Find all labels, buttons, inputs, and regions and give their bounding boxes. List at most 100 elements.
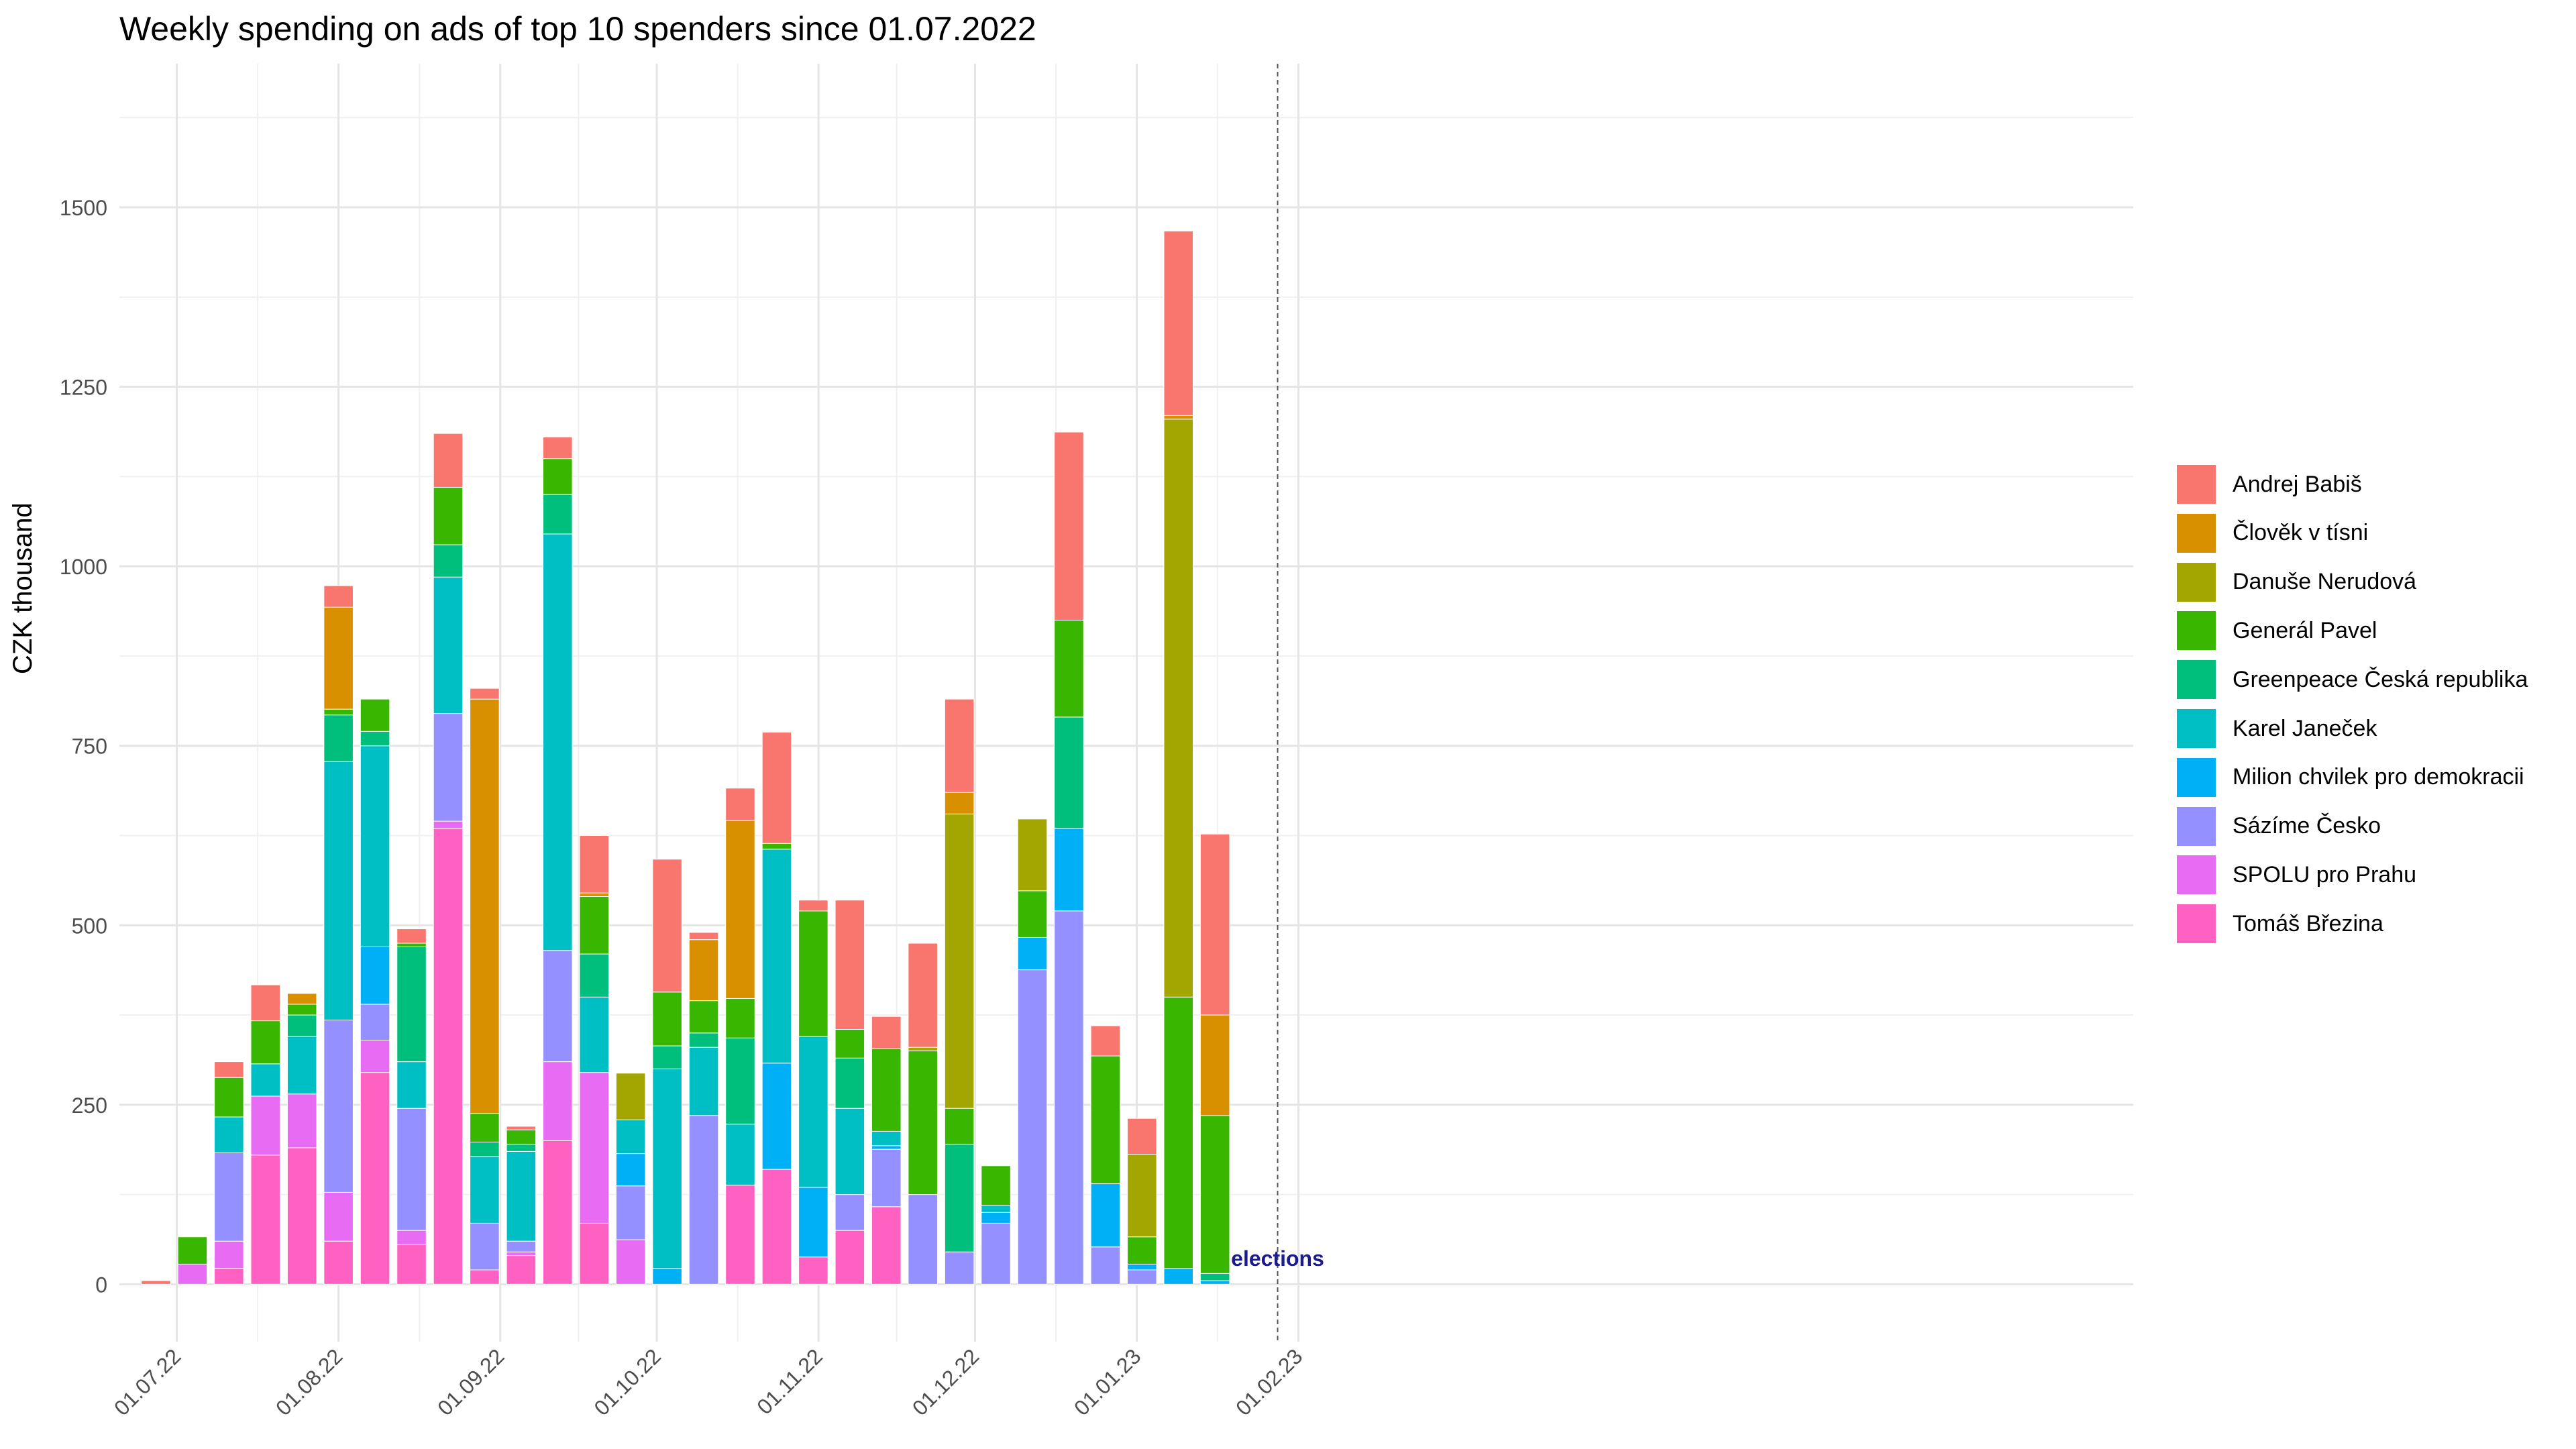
bar-segment-gener-l-pavel (1017, 890, 1048, 938)
legend-label: Generál Pavel (2233, 617, 2377, 643)
bar-segment-andrej-babi- (725, 788, 755, 821)
bar-segment-karel-jane-ek (761, 849, 792, 1064)
bar-segment-andrej-babi- (579, 835, 610, 894)
bar-segment-karel-jane-ek (470, 1156, 500, 1224)
bars-layer (141, 230, 1230, 1285)
bar-segment-s-z-me-esko (214, 1152, 244, 1242)
bar-segment-tom-b-ezina (506, 1255, 537, 1285)
bar-segment-greenpeace-esk-republika (1054, 716, 1084, 829)
bar-segment-gener-l-pavel (1199, 1115, 1230, 1274)
x-tick-label: 01.07.22 (109, 1344, 186, 1420)
bar-segment-milion-chvilek-pro-demokracii (652, 1268, 682, 1285)
bar-segment-s-z-me-esko (470, 1222, 500, 1271)
legend-swatch (2175, 804, 2218, 848)
bar-segment-andrej-babi- (470, 688, 500, 700)
x-tick-label: 01.11.22 (752, 1344, 827, 1419)
legend-item: SPOLU pro Prahu (2175, 853, 2416, 897)
bar-segment-karel-jane-ek (652, 1068, 682, 1269)
bar-segment-tom-b-ezina (798, 1256, 828, 1285)
bar-segment-karel-jane-ek (543, 533, 573, 951)
bar-segment-karel-jane-ek (250, 1063, 281, 1097)
bar-segment-tom-b-ezina (360, 1072, 390, 1285)
bar-segment-greenpeace-esk-republika (688, 1032, 719, 1048)
bar-segment--lov-k-v-t-sni (1199, 1014, 1230, 1116)
bar-segment-karel-jane-ek (506, 1150, 537, 1242)
legend-item: Člověk v tísni (2175, 511, 2368, 555)
bar-segment-andrej-babi- (871, 1016, 902, 1049)
bar-segment-s-z-me-esko (506, 1240, 537, 1252)
bar-segment-gener-l-pavel (761, 843, 792, 850)
legend-label: Karel Janeček (2233, 715, 2377, 741)
legend-item: Greenpeace Česká republika (2175, 658, 2528, 702)
bar-segment-tom-b-ezina (323, 1240, 354, 1285)
bar-segment-karel-jane-ek (798, 1036, 828, 1188)
bar-segment-spolu-pro-prahu (286, 1093, 317, 1148)
bar-segment-s-z-me-esko (323, 1020, 354, 1193)
bar-segment-danu-e-nerudov- (1017, 818, 1048, 892)
bar-segment-spolu-pro-prahu (396, 1230, 427, 1246)
bar-segment-danu-e-nerudov- (1163, 419, 1194, 998)
bar-segment-spolu-pro-prahu (615, 1239, 646, 1285)
bar-segment-gener-l-pavel (835, 1028, 865, 1059)
bar-segment-danu-e-nerudov- (944, 813, 975, 1109)
bar-segment-milion-chvilek-pro-demokracii (1054, 828, 1084, 912)
bar-segment-greenpeace-esk-republika (506, 1144, 537, 1152)
x-tick-label: 01.09.22 (433, 1344, 509, 1420)
legend-label: Milion chvilek pro demokracii (2233, 764, 2524, 790)
bar-segment-milion-chvilek-pro-demokracii (1127, 1263, 1157, 1271)
bar-segment-andrej-babi- (396, 928, 427, 944)
bar-segment-andrej-babi- (1054, 431, 1084, 621)
legend-item: Andrej Babiš (2175, 463, 2362, 506)
legend-swatch (2175, 511, 2218, 555)
bar-segment-milion-chvilek-pro-demokracii (1017, 936, 1048, 971)
annotations-layer: elections (1231, 64, 1324, 1342)
y-tick-label: 500 (72, 914, 107, 938)
bar-segment-milion-chvilek-pro-demokracii (1163, 1268, 1194, 1285)
bar-segment-andrej-babi- (688, 932, 719, 941)
bar-segment-s-z-me-esko (981, 1222, 1011, 1285)
legend-label: Andrej Babiš (2233, 471, 2362, 497)
bar-segment-spolu-pro-prahu (543, 1061, 573, 1141)
bar-segment-karel-jane-ek (871, 1130, 902, 1146)
y-axis-label: CZK thousand (8, 502, 38, 674)
bar-segment-gener-l-pavel (908, 1051, 938, 1195)
bar-segment--lov-k-v-t-sni (579, 892, 610, 897)
bar-segment-s-z-me-esko (835, 1194, 865, 1231)
legend-item: Generál Pavel (2175, 609, 2377, 653)
bar-segment-andrej-babi- (944, 698, 975, 793)
bar-segment-karel-jane-ek (396, 1061, 427, 1109)
legend-label: Greenpeace Česká republika (2233, 666, 2528, 692)
bar-segment-andrej-babi- (543, 437, 573, 460)
bar-segment-spolu-pro-prahu (250, 1095, 281, 1156)
y-tick-label: 1250 (60, 376, 107, 400)
bar-segment-s-z-me-esko (1017, 969, 1048, 1285)
bar-segment-tom-b-ezina (214, 1268, 244, 1285)
bar-segment-milion-chvilek-pro-demokracii (360, 946, 390, 1005)
bar-segment-spolu-pro-prahu (506, 1251, 537, 1256)
bar-segment-greenpeace-esk-republika (944, 1144, 975, 1252)
bar-segment-spolu-pro-prahu (177, 1263, 208, 1285)
legend-item: Danuše Nerudová (2175, 560, 2416, 604)
bar-segment-tom-b-ezina (761, 1169, 792, 1285)
bar-segment-andrej-babi- (652, 859, 682, 993)
bar-segment-andrej-babi- (433, 433, 464, 488)
bar-segment-andrej-babi- (761, 731, 792, 844)
x-tick-label: 01.08.22 (271, 1344, 347, 1420)
bar-segment--lov-k-v-t-sni (286, 993, 317, 1005)
bar-segment-tom-b-ezina (835, 1230, 865, 1285)
bar-segment-milion-chvilek-pro-demokracii (981, 1212, 1011, 1224)
y-tick-label: 0 (95, 1273, 107, 1297)
bar-segment-milion-chvilek-pro-demokracii (1090, 1183, 1121, 1248)
bar-segment-gener-l-pavel (981, 1165, 1011, 1206)
bar-segment-greenpeace-esk-republika (579, 953, 610, 998)
elections-label: elections (1231, 1246, 1324, 1271)
legend-label: Tomáš Březina (2233, 910, 2383, 936)
legend-swatch (2175, 463, 2218, 506)
bar-segment-greenpeace-esk-republika (323, 714, 354, 762)
legend-item: Tomáš Březina (2175, 902, 2383, 946)
bar-segment-tom-b-ezina (250, 1155, 281, 1285)
bar-segment--lov-k-v-t-sni (470, 698, 500, 1114)
bar-segment-gener-l-pavel (214, 1077, 244, 1118)
bar-segment-milion-chvilek-pro-demokracii (871, 1145, 902, 1150)
bar-segment--lov-k-v-t-sni (688, 939, 719, 1002)
